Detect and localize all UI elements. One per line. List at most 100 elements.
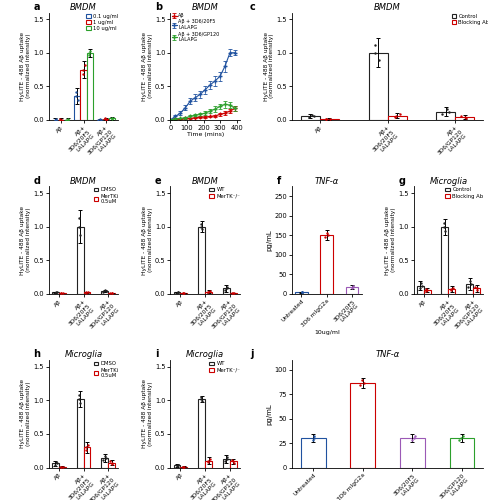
Point: [410, 434, 418, 442]
Bar: [442, 226, 448, 294]
Legend: Aβ, Aβ + 3D6/20F5
LALAPG, Aβ + 3D6/GP120
LALAPG: Aβ, Aβ + 3D6/20F5 LALAPG, Aβ + 3D6/GP120…: [171, 13, 220, 43]
Point: [449, 284, 457, 292]
Point: [52, 115, 60, 123]
Point: [457, 112, 465, 120]
Y-axis label: HyLITE - 488 Aβ uptake
(normalized intensity): HyLITE - 488 Aβ uptake (normalized inten…: [20, 206, 31, 274]
Point: [108, 289, 116, 297]
Point: [102, 454, 110, 462]
Bar: [108, 463, 115, 468]
Bar: [320, 119, 339, 120]
Point: [206, 455, 214, 463]
Bar: [87, 52, 93, 120]
Bar: [417, 286, 424, 294]
Bar: [181, 293, 187, 294]
Point: [228, 289, 236, 297]
Bar: [205, 292, 212, 294]
Point: [221, 286, 229, 294]
Point: [309, 436, 317, 444]
Title: BMDM: BMDM: [70, 176, 97, 186]
Point: [408, 436, 416, 444]
Bar: [52, 464, 59, 468]
Y-axis label: HyLITE - 488 Aβ uptake
(normalized intensity): HyLITE - 488 Aβ uptake (normalized inten…: [142, 32, 153, 100]
Point: [392, 112, 400, 120]
Point: [173, 288, 181, 296]
Point: [95, 116, 102, 124]
Point: [467, 280, 475, 287]
Point: [473, 286, 481, 294]
Point: [57, 289, 65, 297]
Y-axis label: HyLITE - 488 Aβ uptake
(normalized intensity): HyLITE - 488 Aβ uptake (normalized inten…: [264, 32, 274, 100]
Point: [204, 458, 212, 466]
Point: [82, 446, 90, 454]
Point: [417, 280, 425, 287]
Bar: [473, 288, 480, 294]
Text: j: j: [250, 350, 253, 360]
Bar: [223, 460, 230, 468]
Legend: WT, MerTK⁻/⁻: WT, MerTK⁻/⁻: [209, 360, 241, 373]
Point: [445, 108, 453, 116]
Point: [323, 229, 330, 237]
Bar: [387, 116, 407, 120]
Point: [108, 459, 116, 467]
Bar: [59, 293, 66, 294]
Point: [391, 113, 399, 121]
Y-axis label: pg/mL: pg/mL: [266, 229, 272, 251]
Point: [108, 115, 116, 123]
Point: [62, 116, 70, 124]
Point: [224, 456, 231, 464]
Point: [174, 462, 182, 469]
Bar: [181, 467, 187, 468]
Point: [197, 394, 204, 402]
Point: [179, 289, 187, 297]
Point: [82, 288, 90, 296]
Point: [85, 51, 93, 59]
Bar: [83, 448, 90, 468]
Bar: [74, 96, 81, 120]
Point: [57, 289, 65, 297]
Title: Microglia: Microglia: [429, 176, 468, 186]
Point: [396, 110, 404, 118]
Text: b: b: [155, 2, 162, 12]
Point: [97, 116, 104, 124]
Point: [75, 391, 83, 399]
X-axis label: Time (mins): Time (mins): [186, 132, 224, 137]
Text: c: c: [250, 2, 256, 12]
Bar: [102, 458, 108, 468]
Point: [51, 288, 59, 296]
Y-axis label: HyLITE - 488 Aβ uptake
(normalized intensity): HyLITE - 488 Aβ uptake (normalized inten…: [385, 206, 396, 274]
Point: [229, 289, 237, 297]
Y-axis label: pg/mL: pg/mL: [266, 403, 272, 424]
Title: Microglia: Microglia: [64, 350, 102, 360]
Point: [102, 115, 110, 123]
Point: [198, 226, 206, 234]
Legend: DMSO, MerTKi
0.5uM: DMSO, MerTKi 0.5uM: [93, 187, 119, 205]
Point: [438, 110, 446, 118]
Point: [52, 288, 60, 296]
Point: [447, 285, 455, 293]
Point: [418, 282, 426, 290]
Point: [100, 288, 107, 296]
Point: [229, 458, 237, 466]
Text: d: d: [34, 176, 41, 186]
Text: a: a: [34, 2, 40, 12]
Point: [174, 288, 182, 296]
Point: [101, 452, 109, 460]
Text: f: f: [277, 176, 281, 186]
Point: [322, 116, 330, 124]
Point: [443, 106, 450, 114]
Point: [57, 115, 64, 123]
Point: [84, 288, 92, 296]
Point: [75, 214, 83, 222]
Point: [53, 288, 61, 296]
Bar: [448, 289, 455, 294]
Bar: [424, 290, 430, 294]
Bar: [102, 119, 109, 120]
Point: [102, 116, 110, 124]
Bar: [59, 467, 66, 468]
Point: [96, 116, 104, 124]
Bar: [230, 462, 237, 468]
Point: [349, 282, 357, 290]
Point: [457, 434, 465, 442]
Bar: [198, 399, 205, 468]
Point: [57, 463, 65, 471]
